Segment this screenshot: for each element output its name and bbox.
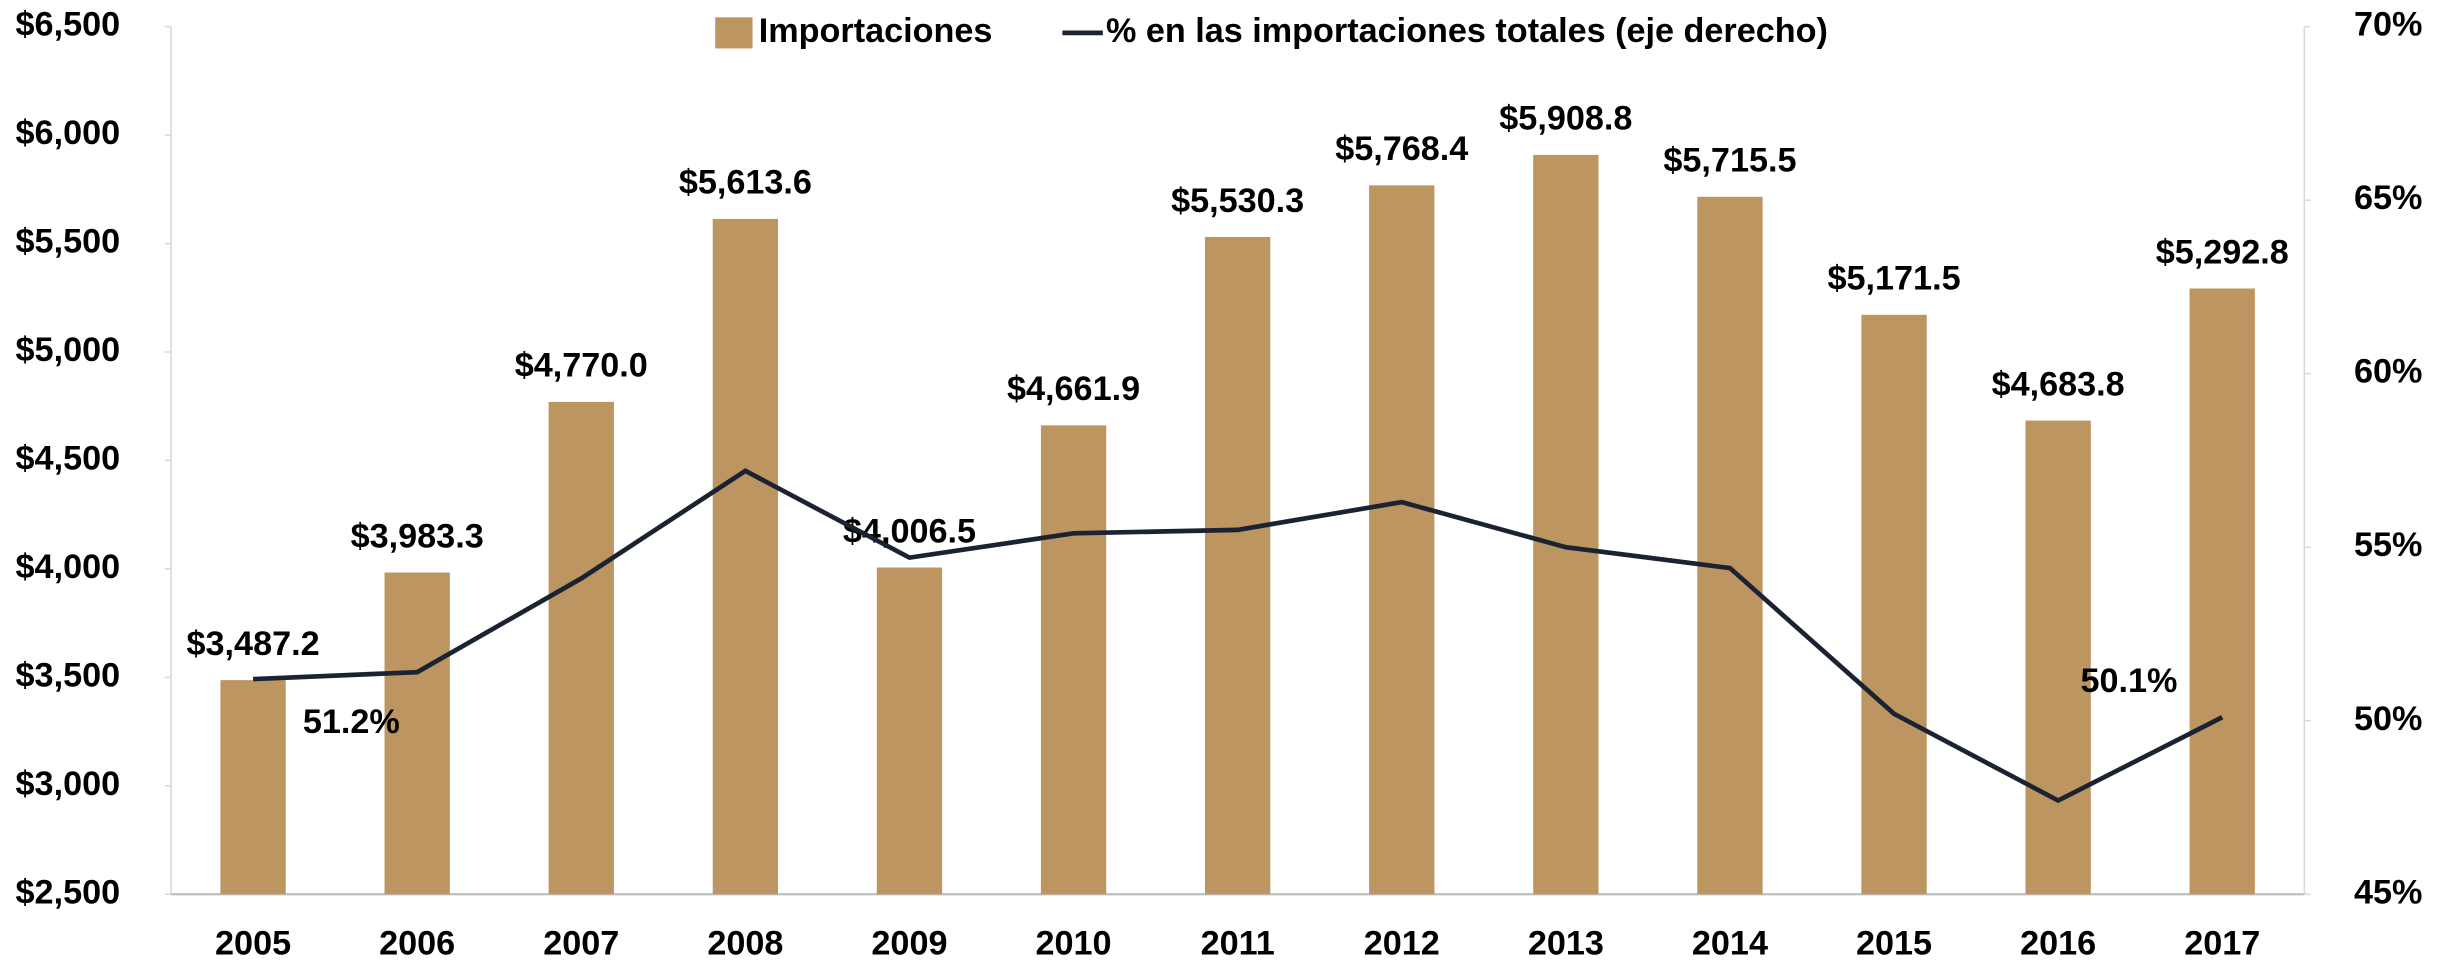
bar-value-label: $3,487.2 [187, 625, 320, 663]
bar-value-label: $4,770.0 [515, 347, 648, 385]
x-tick-label: 2005 [215, 925, 291, 963]
y2-tick-label: 60% [2354, 353, 2422, 391]
line-value-label: 50.1% [2080, 662, 2177, 700]
bar [1533, 154, 1599, 895]
bar-value-label: $5,530.3 [1171, 182, 1304, 220]
bar-value-label: $5,768.4 [1335, 130, 1468, 168]
y-tick-label: $4,000 [16, 548, 121, 586]
bar [2189, 288, 2255, 895]
bar-value-label: $4,661.9 [1007, 370, 1140, 408]
bar-value-label: $5,292.8 [2156, 233, 2289, 271]
legend-label: % en las importaciones totales (eje dere… [1106, 12, 1828, 50]
y-tick-label: $2,500 [16, 873, 121, 911]
x-tick-label: 2007 [543, 925, 619, 963]
bar [384, 572, 450, 895]
x-tick-label: 2014 [1692, 925, 1768, 963]
x-tick-label: 2016 [2020, 925, 2096, 963]
x-tick-label: 2012 [1364, 925, 1440, 963]
y-tick-label: $3,500 [16, 656, 121, 694]
y2-tick-label: 45% [2354, 873, 2422, 911]
x-tick-label: 2009 [871, 925, 947, 963]
bar [1369, 185, 1435, 895]
bar [1040, 425, 1107, 895]
bar [1861, 314, 1927, 895]
bar-value-label: $5,613.6 [679, 164, 812, 202]
x-tick-label: 2008 [707, 925, 783, 963]
y2-tick-label: 65% [2354, 179, 2422, 217]
bar-value-label: $4,006.5 [843, 512, 976, 550]
y-tick-label: $5,000 [16, 331, 121, 369]
legend-swatch [715, 17, 753, 49]
y-tick-label: $3,000 [16, 765, 121, 803]
bar-value-label: $5,908.8 [1499, 100, 1632, 138]
x-tick-label: 2011 [1201, 925, 1275, 963]
y2-tick-label: 55% [2354, 526, 2422, 564]
bar [876, 567, 943, 895]
bar [1697, 196, 1763, 895]
y2-tick-label: 70% [2354, 6, 2422, 44]
line [252, 468, 2224, 804]
y-tick-label: $4,500 [16, 439, 121, 477]
bar [220, 680, 286, 895]
bar-value-label: $4,683.8 [1992, 365, 2125, 403]
bar-value-label: $5,171.5 [1828, 260, 1961, 298]
bar [2025, 420, 2091, 895]
line-value-label: 51.2% [303, 703, 400, 741]
x-tick-label: 2015 [1856, 925, 1932, 963]
bar [1205, 236, 1271, 895]
legend-label: Importaciones [759, 12, 993, 50]
y-tick-label: $6,500 [16, 6, 121, 44]
y2-tick-label: 50% [2354, 700, 2422, 738]
bar-value-label: $5,715.5 [1663, 142, 1796, 180]
x-tick-label: 2006 [379, 925, 455, 963]
y-tick-label: $5,500 [16, 223, 121, 261]
bar [712, 218, 779, 895]
x-tick-label: 2017 [2184, 925, 2260, 963]
x-tick-label: 2013 [1528, 925, 1604, 963]
bar-value-label: $3,983.3 [351, 517, 484, 555]
x-tick-label: 2010 [1036, 925, 1112, 963]
bar [548, 401, 614, 895]
y-tick-label: $6,000 [16, 114, 121, 152]
